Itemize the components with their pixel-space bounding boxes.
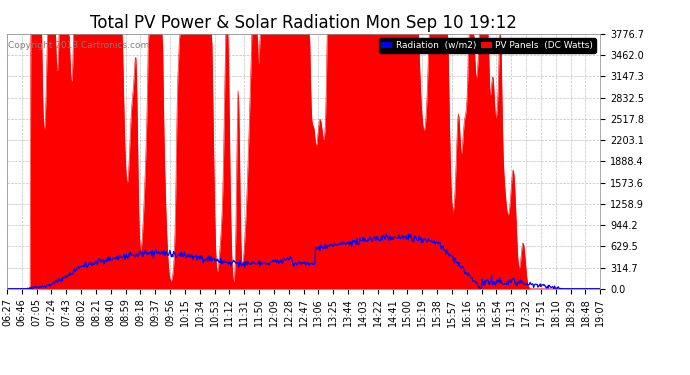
Title: Total PV Power & Solar Radiation Mon Sep 10 19:12: Total PV Power & Solar Radiation Mon Sep… xyxy=(90,14,517,32)
Legend: Radiation  (w/m2), PV Panels  (DC Watts): Radiation (w/m2), PV Panels (DC Watts) xyxy=(379,38,595,53)
Text: Copyright 2018 Cartronics.com: Copyright 2018 Cartronics.com xyxy=(8,41,149,50)
